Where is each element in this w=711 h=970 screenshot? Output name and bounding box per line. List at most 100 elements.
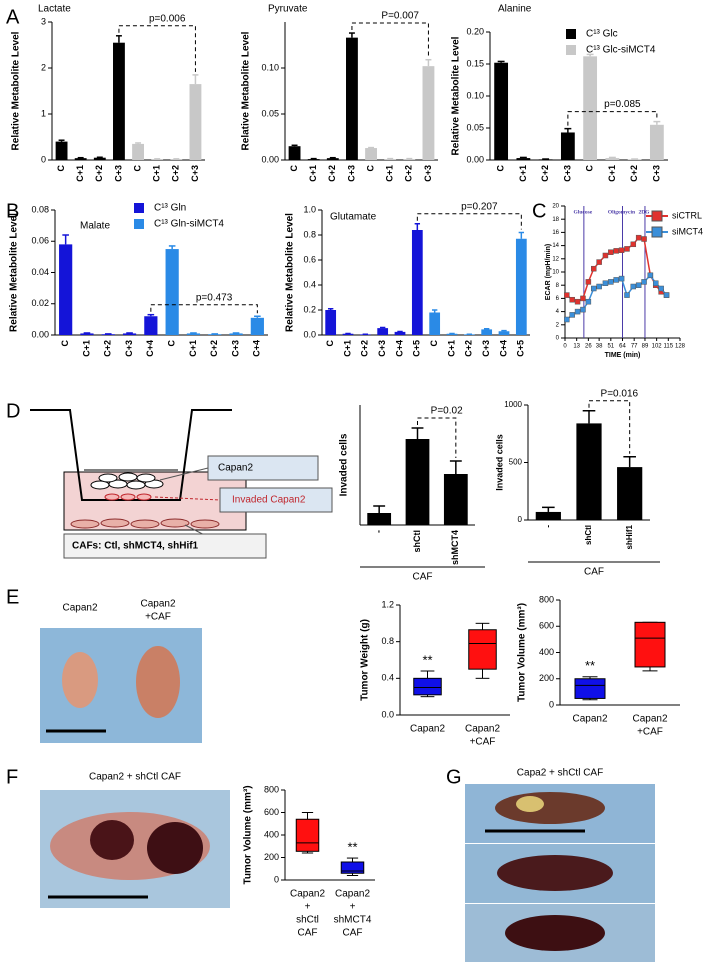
transwell-diagram: Capan2 Invaded Capan2 CAFs: Ctl, shMCT4,… [30, 409, 333, 559]
point [591, 265, 597, 272]
point [624, 246, 630, 252]
tumor [136, 646, 180, 718]
p-value: P=0.016 [601, 388, 639, 399]
point [602, 280, 609, 286]
bar [186, 333, 201, 335]
bar [481, 329, 493, 335]
point [608, 279, 614, 285]
x-tick-label: Capan2 [632, 714, 667, 725]
significance-bracket [351, 22, 429, 57]
chart-title: Glutamate [330, 212, 377, 223]
x-tick-label: C+1 [518, 165, 528, 182]
diagram-label: Capan2 [218, 463, 253, 474]
x-tick-label: 51 [607, 344, 614, 350]
y-tick-label: 0.4 [303, 279, 316, 289]
y-tick-label: 0.2 [303, 304, 316, 314]
chart-title: Pyruvate [268, 4, 308, 15]
bar [122, 333, 137, 335]
tumor [497, 855, 613, 891]
point [574, 298, 581, 305]
y-tick-label: 0.00 [261, 154, 279, 164]
x-tick-label: C+4 [394, 340, 404, 357]
bar [59, 244, 73, 335]
bar [403, 159, 416, 160]
point [658, 285, 664, 292]
point [585, 279, 592, 285]
cafs [70, 518, 220, 529]
significance-mark: ** [347, 840, 357, 855]
point [580, 306, 586, 313]
bar [535, 511, 561, 520]
legend-label: C¹³ Glc [586, 29, 618, 40]
bar [394, 331, 406, 335]
x-tick-label: C+5 [412, 340, 422, 357]
y-tick-label: 500 [509, 458, 523, 467]
x-tick-label: C [585, 165, 595, 172]
significance-bracket [567, 111, 658, 126]
photo-e: Capan2 Capan2 +CAF [40, 599, 202, 743]
x-tick-label: shCtl [412, 530, 422, 553]
point [580, 295, 586, 302]
point [641, 236, 647, 242]
cells-invaded [104, 493, 152, 501]
x-axis-label: CAF [413, 572, 433, 583]
significance-mark: ** [585, 658, 595, 673]
x-tick-label: shCtl [584, 525, 593, 545]
x-tick-label: C+2 [404, 165, 414, 182]
point [613, 248, 619, 254]
x-tick-label: C+1 [81, 340, 91, 357]
panel-letter: D [6, 400, 20, 422]
y-tick-label: 2 [41, 62, 46, 72]
y-axis-label: ECAR (mpH/min) [545, 244, 552, 300]
x-tick-label: Capan2 [410, 724, 445, 735]
series-line [566, 236, 667, 303]
y-tick-label: 0.0 [381, 709, 394, 719]
panel-letter: A [6, 6, 20, 28]
y-tick-label: 600 [264, 807, 279, 817]
legend-swatch [566, 29, 576, 39]
box [413, 677, 442, 696]
y-tick-label: 0 [549, 699, 554, 709]
y-tick-label: 1 [41, 108, 46, 118]
bar [229, 333, 243, 335]
y-axis-label: Relative Metabolite Level [451, 36, 462, 155]
x-tick-label: C+2 [360, 340, 370, 357]
point [564, 292, 570, 298]
significance-bracket [150, 304, 258, 314]
event-label: Glucose [574, 209, 593, 215]
y-axis-label: Tumor Weight (g) [360, 619, 371, 701]
bar [367, 513, 392, 525]
y-axis-label: Relative Metabolite Level [241, 31, 252, 150]
y-axis-label: Relative Metabolite Level [11, 31, 22, 150]
x-tick-label: 64 [619, 344, 626, 350]
x-tick-label: C+3 [346, 165, 356, 182]
tumor [495, 792, 605, 824]
x-tick-label: C+2 [464, 340, 474, 357]
x-tick-label: C+2 [540, 165, 550, 182]
cells-top [90, 472, 164, 490]
x-tick-label: C+3 [377, 340, 387, 357]
photo-caption: Capa2 + shCtl CAF [517, 768, 603, 779]
x-tick-label: C+2 [171, 165, 181, 182]
diagram-label: Invaded Capan2 [232, 495, 306, 506]
y-tick-label: 3 [41, 16, 46, 26]
x-tick-label: Capan2 [572, 714, 607, 725]
x-tick-label: - [374, 530, 384, 533]
x-tick-label: C+1 [308, 165, 318, 182]
y-tick-label: 0.05 [466, 122, 484, 132]
bar [422, 66, 435, 160]
y-tick-label: 0.4 [381, 673, 394, 683]
panel-letter: F [6, 766, 18, 788]
bar [326, 158, 339, 160]
bar [80, 333, 94, 335]
significance-bracket [118, 25, 196, 72]
x-tick-label: C+3 [124, 340, 134, 357]
x-axis-label: CAF [584, 567, 604, 578]
x-tick-label: 102 [652, 344, 663, 350]
y-axis-label: Relative Metabolite Level [9, 213, 20, 332]
y-tick-label: 0.06 [31, 236, 49, 246]
chart-title: Malate [80, 221, 110, 232]
bar [617, 467, 643, 520]
y-tick-label: 800 [264, 784, 279, 794]
label-box [63, 533, 267, 559]
